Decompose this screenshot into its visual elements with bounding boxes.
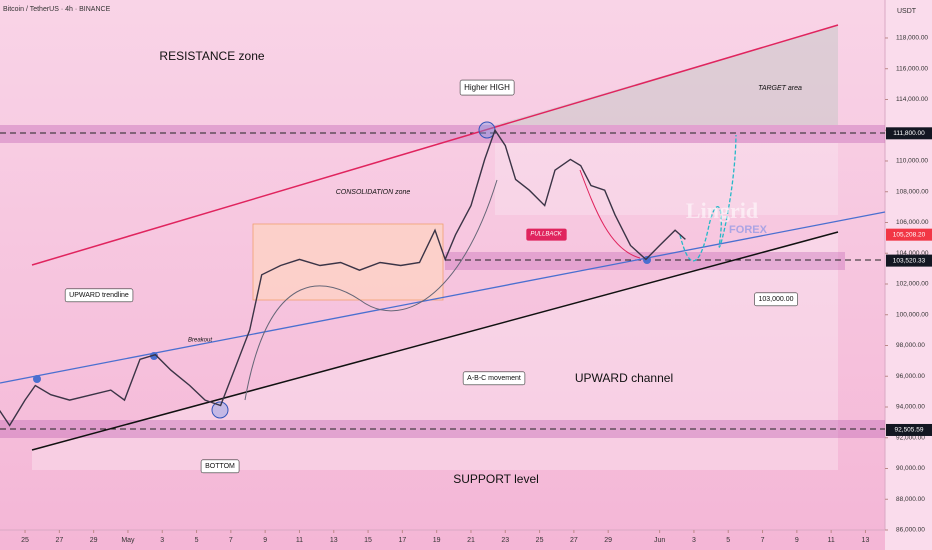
y-tick-label: 114,000.00 [896,96,928,103]
logo: Lingrid [686,198,758,223]
y-tick-label: 100,000.00 [896,311,929,318]
x-tick-label: 7 [761,537,765,544]
annotation: A-B-C movement [467,375,521,382]
price-badge [886,228,932,241]
marker [150,352,158,360]
resistance-band [0,125,885,143]
x-tick-label: 15 [364,537,372,544]
x-tick-label: 25 [536,537,544,544]
x-tick-label: Jun [654,537,665,544]
x-tick-label: 21 [467,537,475,544]
annotation: UPWARD trendline [69,292,129,299]
x-tick-label: 17 [398,537,406,544]
y-tick-label: 86,000.00 [896,527,925,534]
x-tick-label: 11 [828,537,835,544]
annotation: TARGET area [758,85,802,92]
y-tick-label: 88,000.00 [896,496,925,503]
x-tick-label: 5 [195,537,199,544]
y-tick-label: 110,000.00 [896,158,928,165]
annotation-box [462,371,526,386]
x-tick-label: 19 [433,537,441,544]
x-tick-label: 27 [55,537,63,544]
y-tick-label: 118,000.00 [896,35,928,42]
price-badge-label: 111,800.00 [893,130,925,137]
target-fill [495,143,838,215]
annotation-box [459,79,515,96]
resistance-line [31,24,839,266]
annotation: BOTTOM [205,463,235,470]
annotation-box [526,228,567,241]
price-badge-label: 105,208.20 [893,231,926,238]
x-tick-label: 27 [570,537,578,544]
projection [679,134,737,262]
annotation: UPWARD channel [575,371,673,385]
y-tick-label: 116,000.00 [896,65,928,72]
pullback-arrow [579,169,641,259]
annotation: RESISTANCE zone [159,49,264,63]
y-tick-label: 98,000.00 [896,342,925,349]
abc-curve [244,179,498,401]
price-badge [886,127,932,140]
annotation-box [200,459,240,474]
channel-fill [32,232,838,470]
y-tick-label: 102,000.00 [896,281,929,288]
price-badge-label: 103,520.33 [893,257,926,264]
y-tick-label: 106,000.00 [896,219,929,226]
x-tick-label: 7 [229,537,233,544]
consolidation-box [252,223,444,301]
price-badge-label: 92,505.59 [895,427,924,434]
x-tick-label: 23 [501,537,509,544]
x-tick-label: 11 [296,537,303,544]
x-tick-label: 13 [330,537,338,544]
annotation: PULLBACK [530,232,562,238]
x-tick-label: 3 [692,537,696,544]
y-tick-label: 92,000.00 [896,434,925,441]
x-tick-label: 5 [726,537,730,544]
price-axis [885,0,932,550]
marker [211,401,229,419]
x-tick-label: 9 [795,537,799,544]
y-tick-label: 96,000.00 [896,373,925,380]
x-tick-label: 3 [160,537,164,544]
y-tick-label: 90,000.00 [896,465,925,472]
y-tick-label: 104,000.00 [896,250,929,257]
x-tick-label: 29 [604,537,612,544]
x-tick-label: 29 [90,537,98,544]
currency: USDT [897,8,917,15]
y-tick-label: 108,000.00 [896,188,929,195]
annotation: 103,000.00 [758,296,793,303]
y-tick-label: 94,000.00 [896,404,925,411]
annotation: CONSOLIDATION zone [336,189,411,196]
price-badge [886,254,932,267]
logo-sub: FOREX [729,224,768,236]
x-tick-label: 9 [263,537,267,544]
annotation-box [64,288,134,303]
x-tick-label: 25 [21,537,29,544]
annotation: Higher HIGH [464,83,510,92]
marker [33,375,41,383]
x-tick-label: 13 [862,537,870,544]
annotation: Breakout [188,338,212,344]
annotation-box [754,292,798,307]
chart-title: Bitcoin / TetherUS · 4h · BINANCE [3,6,111,13]
annotation: SUPPORT level [453,472,539,486]
price-badge [886,423,932,436]
x-tick-label: May [121,537,135,544]
price-line [0,128,686,427]
trendline [0,211,886,384]
channel-line [31,231,839,451]
